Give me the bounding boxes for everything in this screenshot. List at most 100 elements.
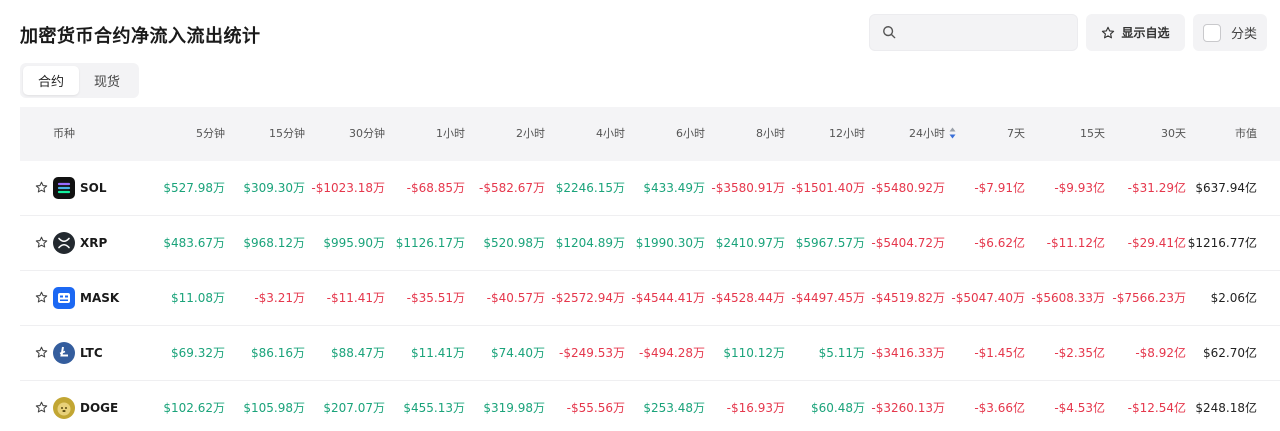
column-header[interactable]: 市值: [1235, 107, 1257, 161]
netflow-cell: -$3416.33万: [871, 346, 945, 360]
coin-symbol[interactable]: DOGE: [80, 401, 119, 415]
column-header[interactable]: 2小时: [516, 107, 545, 161]
netflow-cell: -$40.57万: [486, 291, 545, 305]
netflow-cell: -$3.21万: [254, 291, 305, 305]
netflow-cell: $1204.89万: [555, 236, 625, 250]
ltc-logo-icon: [53, 342, 75, 364]
search-box[interactable]: [869, 14, 1078, 51]
xrp-logo-icon: [53, 232, 75, 254]
column-header-label: 1小时: [436, 127, 465, 140]
market-cap-cell: $637.94亿: [1195, 181, 1257, 195]
netflow-cell: -$2.35亿: [1054, 346, 1105, 360]
netflow-cell: $105.98万: [243, 401, 305, 415]
netflow-cell: $309.30万: [243, 181, 305, 195]
column-header-label: 7天: [1007, 127, 1025, 140]
column-header[interactable]: 15分钟: [269, 107, 305, 161]
netflow-cell: $455.13万: [403, 401, 465, 415]
favorite-star-icon[interactable]: [35, 181, 48, 194]
column-header[interactable]: 30天: [1161, 107, 1186, 161]
netflow-cell: -$4497.45万: [791, 291, 865, 305]
netflow-cell: $520.98万: [483, 236, 545, 250]
category-toggle[interactable]: 分类: [1193, 14, 1267, 51]
column-header[interactable]: 4小时: [596, 107, 625, 161]
netflow-cell: -$582.67万: [479, 181, 545, 195]
netflow-cell: -$494.28万: [639, 346, 705, 360]
favorite-star-icon[interactable]: [35, 401, 48, 414]
favorite-star-icon[interactable]: [35, 291, 48, 304]
netflow-cell: -$11.41万: [326, 291, 385, 305]
category-checkbox[interactable]: [1203, 23, 1221, 42]
table-row[interactable]: XRP $483.67万 $968.12万 $995.90万 $1126.17万 $520…: [20, 216, 1280, 271]
column-header[interactable]: 15天: [1080, 107, 1105, 161]
netflow-cell: -$4519.82万: [871, 291, 945, 305]
page-title: 加密货币合约净流入流出统计: [20, 26, 261, 47]
column-header-label: 30天: [1161, 127, 1186, 140]
netflow-cell: $74.40万: [491, 346, 545, 360]
favorite-star-icon[interactable]: [35, 346, 48, 359]
star-icon: [1102, 26, 1115, 38]
show-favorites-label: 显示自选: [1121, 26, 1170, 40]
netflow-cell: -$1.45亿: [974, 346, 1025, 360]
netflow-cell: -$2572.94万: [551, 291, 625, 305]
column-header[interactable]: 1小时: [436, 107, 465, 161]
netflow-cell: -$3580.91万: [711, 181, 785, 195]
table-row[interactable]: LTC $69.32万 $86.16万 $88.47万 $11.41万 $74.40万 -$…: [20, 326, 1280, 381]
netflow-cell: $1126.17万: [395, 236, 465, 250]
netflow-cell: $319.98万: [483, 401, 545, 415]
table-row[interactable]: SOL $527.98万 $309.30万 -$1023.18万 -$68.85万 -$5…: [20, 161, 1280, 216]
column-header-label: 4小时: [596, 127, 625, 140]
netflow-cell: -$5047.40万: [951, 291, 1025, 305]
search-icon: [883, 26, 896, 39]
netflow-cell: $60.48万: [811, 401, 865, 415]
coin-symbol[interactable]: LTC: [80, 346, 103, 360]
column-header[interactable]: 8小时: [756, 107, 785, 161]
netflow-cell: $11.41万: [411, 346, 465, 360]
market-cap-cell: $2.06亿: [1210, 291, 1257, 305]
column-header[interactable]: 7天: [1007, 107, 1025, 161]
coin-symbol[interactable]: MASK: [80, 291, 120, 305]
netflow-cell: -$3.66亿: [974, 401, 1025, 415]
sort-icon[interactable]: [949, 127, 956, 139]
netflow-cell: $968.12万: [243, 236, 305, 250]
coin-symbol[interactable]: SOL: [80, 181, 107, 195]
netflow-cell: -$31.29亿: [1127, 181, 1186, 195]
netflow-cell: $86.16万: [251, 346, 305, 360]
column-header[interactable]: 12小时: [829, 107, 865, 161]
column-header-label: 2小时: [516, 127, 545, 140]
column-header[interactable]: 币种: [53, 107, 75, 161]
netflow-cell: $102.62万: [163, 401, 225, 415]
table-row[interactable]: DOGE $102.62万 $105.98万 $207.07万 $455.13万 $319…: [20, 381, 1280, 431]
tab-futures[interactable]: 合约: [23, 66, 79, 95]
category-label: 分类: [1231, 27, 1258, 42]
netflow-cell: -$1023.18万: [311, 181, 385, 195]
show-favorites-button[interactable]: 显示自选: [1086, 14, 1185, 51]
search-input[interactable]: [904, 21, 1069, 45]
netflow-cell: -$5404.72万: [871, 236, 945, 250]
column-header-label: 6小时: [676, 127, 705, 140]
column-header[interactable]: 30分钟: [349, 107, 385, 161]
mask-logo-icon: [53, 287, 75, 309]
favorite-star-icon[interactable]: [35, 236, 48, 249]
market-cap-cell: $62.70亿: [1203, 346, 1257, 360]
netflow-cell: -$4.53亿: [1054, 401, 1105, 415]
netflow-cell: $253.48万: [643, 401, 705, 415]
column-header-label: 12小时: [829, 127, 865, 140]
netflow-cell: -$29.41亿: [1127, 236, 1186, 250]
column-header-label: 24小时: [909, 127, 945, 140]
coin-symbol[interactable]: XRP: [80, 236, 108, 250]
netflow-cell: -$6.62亿: [974, 236, 1025, 250]
column-header-label: 15天: [1080, 127, 1105, 140]
netflow-cell: -$4528.44万: [711, 291, 785, 305]
netflow-cell: -$1501.40万: [791, 181, 865, 195]
table-row[interactable]: MASK $11.08万 -$3.21万 -$11.41万 -$35.51万 -$40.5…: [20, 271, 1280, 326]
sol-logo-icon: [53, 177, 75, 199]
market-type-tabs: 合约 现货: [20, 63, 139, 98]
netflow-cell: -$35.51万: [406, 291, 465, 305]
table-header: 币种 5分钟 15分钟 30分钟 1小时 2小时 4小时 6小时 8小时 12小时 24小时 7天 15…: [20, 107, 1280, 161]
tab-spot[interactable]: 现货: [93, 75, 120, 90]
column-header[interactable]: 5分钟: [196, 107, 225, 161]
doge-logo-icon: [53, 397, 75, 419]
column-header[interactable]: 6小时: [676, 107, 705, 161]
column-header[interactable]: 24小时: [909, 107, 956, 161]
netflow-cell: -$7.91亿: [974, 181, 1025, 195]
